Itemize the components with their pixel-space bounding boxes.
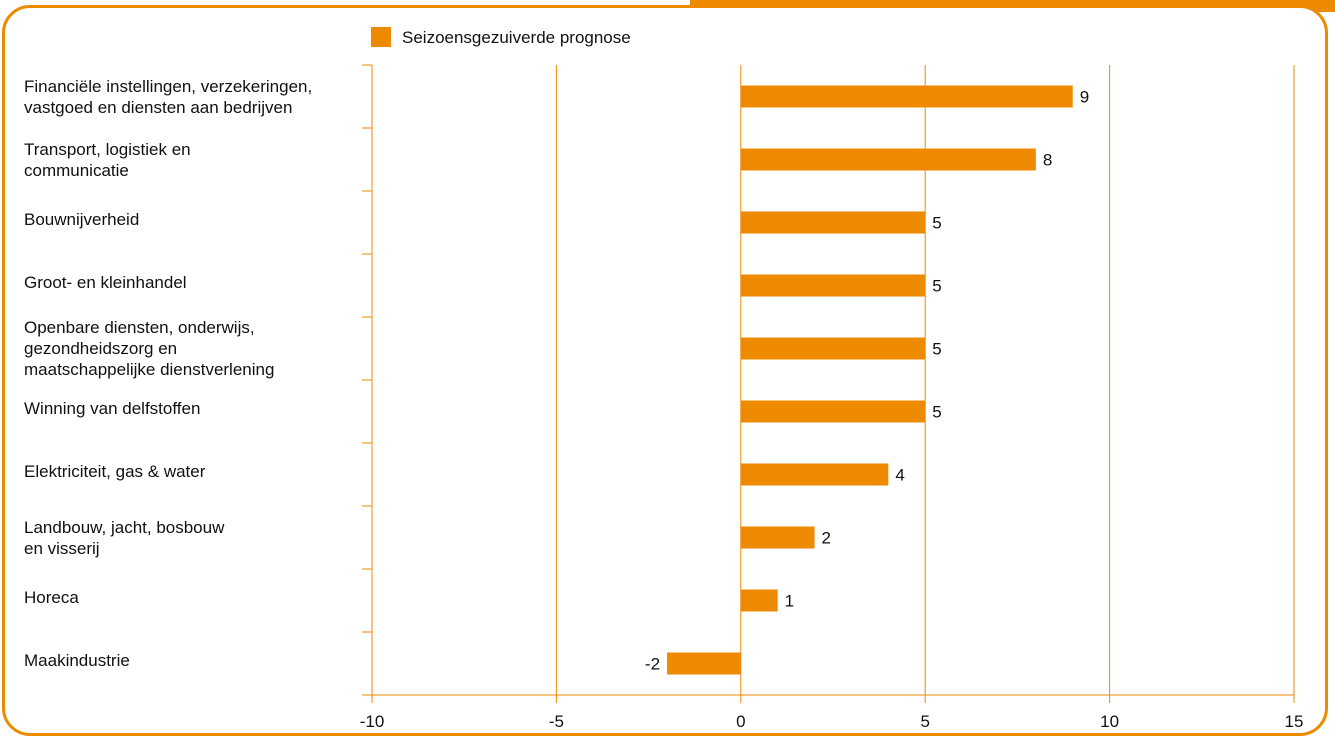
bar-value-label: 1 [785, 592, 794, 611]
category-label: Groot- en kleinhandel [24, 272, 374, 293]
bar [740, 274, 926, 297]
category-label: Financiële instellingen, verzekeringen, v… [24, 76, 374, 118]
category-label-line: vastgoed en diensten aan bedrijven [24, 97, 293, 117]
bar-value-label: 4 [895, 466, 904, 485]
bar [740, 589, 778, 612]
category-label-line: Transport, logistiek en [24, 139, 191, 159]
bar-value-label: -2 [645, 655, 660, 674]
x-tick-label: 15 [1285, 712, 1304, 731]
category-label-line: Horeca [24, 587, 79, 607]
category-label-line: Maakindustrie [24, 650, 130, 670]
category-label: Horeca [24, 587, 374, 608]
bar-value-label: 9 [1080, 88, 1089, 107]
bar [740, 337, 926, 360]
chart-frame [2, 5, 1328, 736]
category-label: Elektriciteit, gas & water [24, 461, 374, 482]
category-label: Transport, logistiek en communicatie [24, 139, 374, 181]
x-tick-label: 0 [736, 712, 745, 731]
bar [740, 463, 889, 486]
category-label-line: Groot- en kleinhandel [24, 272, 187, 292]
legend-label: Seizoensgezuiverde prognose [402, 28, 631, 47]
category-label: Winning van delfstoffen [24, 398, 374, 419]
category-label: Openbare diensten, onderwijs, gezondheids… [24, 317, 374, 380]
bar-value-label: 5 [932, 403, 941, 422]
bar-value-label: 2 [822, 529, 831, 548]
x-tick-label: 10 [1100, 712, 1119, 731]
data-labels: 9 8 5 5 5 5 4 2 1 -2 [645, 88, 1089, 674]
category-label: Maakindustrie [24, 650, 374, 671]
x-tick-label: 5 [920, 712, 929, 731]
category-label-line: Openbare diensten, onderwijs, [24, 318, 255, 337]
bar [667, 652, 741, 675]
bar [740, 526, 815, 549]
category-label-line: Bouwnijverheid [24, 209, 140, 229]
bar-value-label: 5 [932, 340, 941, 359]
category-label-line: Financiële instellingen, verzekeringen, [24, 76, 313, 96]
bar [740, 211, 926, 234]
category-label-line: communicatie [24, 160, 129, 180]
axes [362, 64, 1295, 703]
x-tick-label: -10 [360, 712, 385, 731]
bars [667, 85, 1073, 675]
bar-value-label: 5 [932, 214, 941, 233]
category-label: Bouwnijverheid [24, 209, 374, 230]
bar [740, 148, 1036, 171]
bar-value-label: 5 [932, 277, 941, 296]
bar [740, 400, 926, 423]
category-label: Landbouw, jacht, bosbouw en visserij [24, 517, 374, 559]
bar [740, 85, 1073, 108]
category-label-line: Landbouw, jacht, bosbouw [24, 517, 225, 537]
category-label-line: maatschappelijke dienstverlening [24, 360, 275, 379]
legend-swatch [371, 27, 391, 47]
category-label-line: Winning van delfstoffen [24, 398, 201, 418]
legend: Seizoensgezuiverde prognose [371, 27, 631, 47]
category-label-line: en visserij [24, 538, 100, 558]
x-tick-labels: -10 -5 0 5 10 15 [360, 712, 1304, 731]
category-label-line: Elektriciteit, gas & water [24, 461, 206, 481]
x-tick-label: -5 [549, 712, 564, 731]
bar-value-label: 8 [1043, 151, 1052, 170]
category-label-line: gezondheidszorg en [24, 339, 178, 358]
